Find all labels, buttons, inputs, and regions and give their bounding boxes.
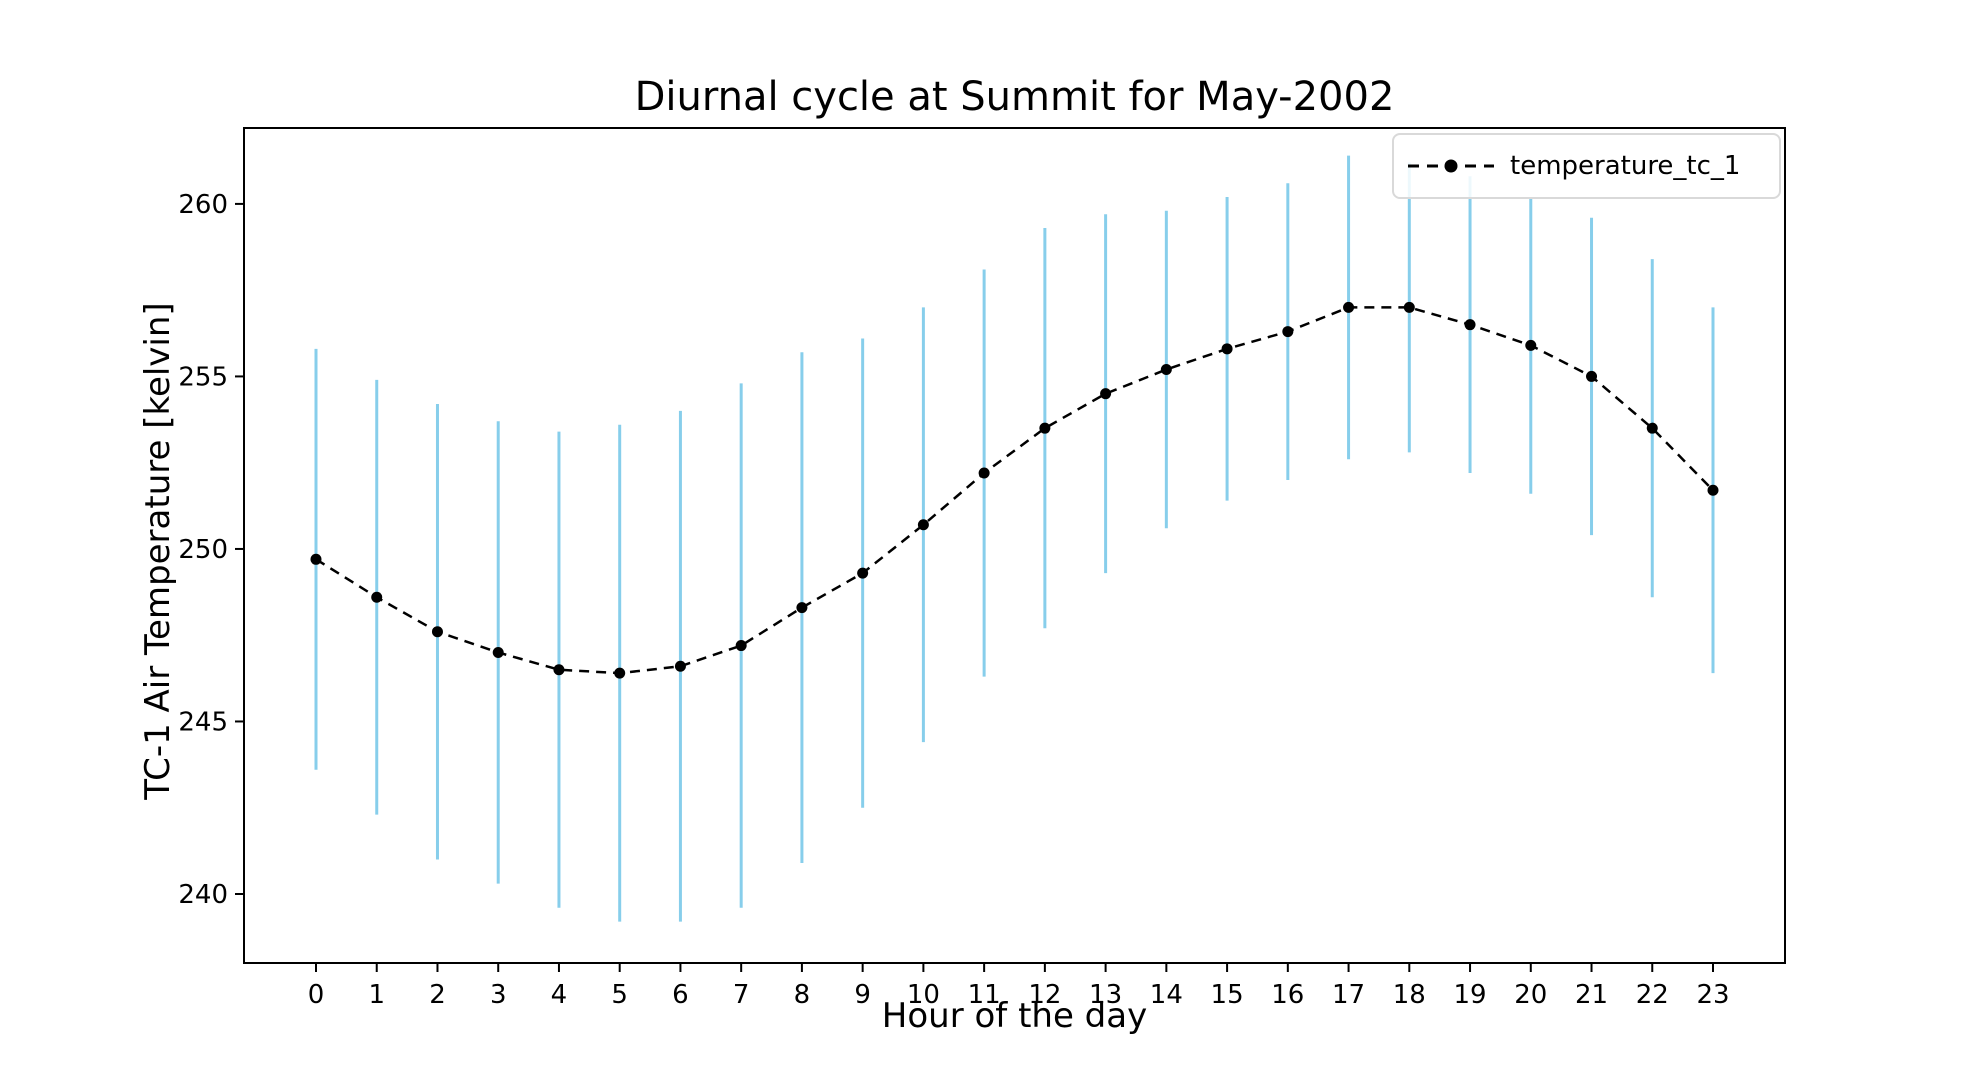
y-tick-label: 250 [178, 535, 228, 565]
x-tick-label: 12 [1028, 980, 1061, 1010]
data-point-marker [431, 626, 443, 638]
data-point-marker [1525, 339, 1537, 351]
plot-border [243, 127, 1786, 964]
data-point-marker [553, 664, 565, 676]
x-tick-label: 20 [1514, 980, 1547, 1010]
x-tick-label: 22 [1636, 980, 1669, 1010]
data-point-marker [1282, 326, 1294, 338]
x-tick-label: 13 [1089, 980, 1122, 1010]
data-point-marker [1100, 388, 1112, 400]
x-tick-label: 0 [308, 980, 325, 1010]
x-axis-label: Hour of the day [881, 996, 1148, 1036]
data-point-marker [1160, 364, 1172, 376]
x-tick-label: 10 [907, 980, 940, 1010]
legend-sample [1408, 135, 1494, 197]
data-point-marker [1221, 343, 1233, 355]
data-point-marker [1464, 319, 1476, 331]
data-point-marker [371, 591, 383, 603]
x-tick-label: 17 [1332, 980, 1365, 1010]
x-tick-label: 2 [429, 980, 446, 1010]
legend-series-label: temperature_tc_1 [1510, 151, 1741, 181]
x-tick-label: 8 [794, 980, 811, 1010]
data-point-marker [1586, 370, 1598, 382]
x-tick-label: 21 [1575, 980, 1608, 1010]
data-point-marker [310, 553, 322, 565]
x-tick-label: 19 [1453, 980, 1486, 1010]
x-tick-label: 11 [968, 980, 1001, 1010]
data-point-marker [978, 467, 990, 479]
data-point-marker [492, 646, 504, 658]
x-tick-label: 23 [1696, 980, 1729, 1010]
data-point-marker [1403, 301, 1415, 313]
x-tick-label: 14 [1150, 980, 1183, 1010]
x-tick-label: 16 [1271, 980, 1304, 1010]
data-point-marker [857, 567, 869, 579]
data-point-marker [1646, 422, 1658, 434]
legend: temperature_tc_1 [1392, 133, 1781, 199]
data-point-marker [917, 519, 929, 531]
x-tick-label: 5 [611, 980, 628, 1010]
x-tick-label: 9 [854, 980, 871, 1010]
y-tick-label: 245 [178, 707, 228, 737]
x-tick-label: 7 [733, 980, 750, 1010]
legend-marker-icon [1444, 159, 1458, 173]
y-tick-label: 240 [178, 880, 228, 910]
y-tick-label: 260 [178, 190, 228, 220]
data-point-marker [1343, 301, 1355, 313]
x-tick-label: 1 [368, 980, 385, 1010]
x-tick-label: 3 [490, 980, 507, 1010]
data-point-marker [1039, 422, 1051, 434]
y-axis-label: TC-1 Air Temperature [kelvin] [138, 302, 178, 800]
x-tick-label: 6 [672, 980, 689, 1010]
data-point-marker [1707, 484, 1719, 496]
series-line [315, 306, 1714, 675]
chart-title: Diurnal cycle at Summit for May-2002 [634, 74, 1395, 120]
data-point-marker [796, 602, 808, 614]
data-point-marker [674, 660, 686, 672]
x-tick-label: 4 [551, 980, 568, 1010]
y-tick-label: 255 [178, 362, 228, 392]
x-tick-label: 15 [1211, 980, 1244, 1010]
x-tick-label: 18 [1393, 980, 1426, 1010]
data-point-marker [614, 667, 626, 679]
data-point-marker [735, 640, 747, 652]
